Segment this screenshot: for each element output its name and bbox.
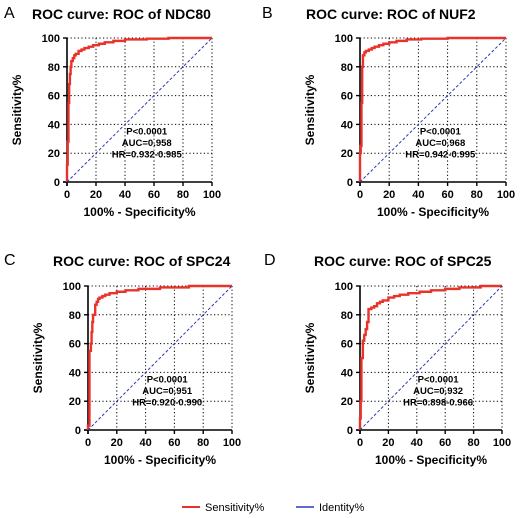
- y-tick-label: 60: [341, 91, 353, 103]
- panel-letter: D: [264, 252, 276, 269]
- panel-title: ROC curve: ROC of SPC25: [314, 253, 492, 269]
- x-tick-label: 100: [493, 437, 511, 449]
- y-tick-label: 100: [42, 33, 60, 45]
- y-tick-label: 0: [54, 177, 60, 189]
- annotation-hr: HR=0.942-0.995: [405, 150, 476, 161]
- figure-legend: Sensitivity% Identity%: [182, 502, 364, 514]
- y-tick-label: 100: [335, 281, 353, 293]
- x-tick-label: 0: [357, 189, 363, 201]
- x-tick-label: 20: [383, 189, 395, 201]
- y-tick-label: 20: [69, 396, 81, 408]
- grid: [67, 37, 213, 182]
- annotation-p-value: P<0.0001: [126, 126, 168, 137]
- y-tick-label: 20: [341, 148, 353, 160]
- y-tick-label: 40: [341, 367, 353, 379]
- y-tick-label: 0: [347, 177, 353, 189]
- x-tick-label: 40: [412, 189, 424, 201]
- y-tick-label: 80: [341, 62, 353, 74]
- x-tick-label: 20: [111, 437, 123, 449]
- x-axis-label: 100% - Specificity%: [104, 453, 216, 467]
- panel-c: C ROC curve: ROC of SPC24 0 20 40 60 80 100 0 20 4…: [4, 252, 241, 467]
- y-axis-label: Sensitivity%: [10, 74, 24, 145]
- annotation-auc: AUC=0.951: [142, 386, 193, 397]
- annotation-auc: AUC=0.968: [415, 138, 465, 149]
- x-tick-label: 0: [85, 437, 91, 449]
- panel-d: D ROC curve: ROC of SPC25 0 20 40 60 80 100 0 20 4…: [264, 252, 511, 467]
- x-tick-label: 60: [148, 189, 160, 201]
- y-axis-label: Sensitivity%: [31, 322, 45, 393]
- sensitivity-curve: [86, 284, 232, 430]
- x-tick-label: 100: [223, 437, 241, 449]
- grid: [360, 285, 503, 430]
- annotation-p-value: P<0.0001: [418, 374, 460, 385]
- x-tick-label: 20: [382, 437, 394, 449]
- annotation-p-value: P<0.0001: [147, 374, 189, 385]
- x-tick-label: 40: [119, 189, 131, 201]
- y-tick-label: 80: [341, 310, 353, 322]
- panels: A ROC curve: ROC of NDC80 0 20 40 60 80 100 0 20 4…: [4, 5, 515, 467]
- identity-line: [359, 285, 503, 431]
- x-tick-label: 40: [139, 437, 151, 449]
- annotation-p-value: P<0.0001: [420, 126, 462, 137]
- x-tick-label: 80: [471, 189, 483, 201]
- y-tick-label: 0: [75, 425, 81, 437]
- y-tick-label: 20: [341, 396, 353, 408]
- panel-title: ROC curve: ROC of NUF2: [306, 6, 476, 22]
- panel-letter: B: [262, 5, 273, 22]
- panel-a: A ROC curve: ROC of NDC80 0 20 40 60 80 100 0 20 4…: [4, 5, 221, 219]
- x-tick-label: 0: [357, 437, 363, 449]
- x-tick-label: 40: [411, 437, 423, 449]
- identity-line: [66, 37, 213, 183]
- y-axis-label: Sensitivity%: [303, 74, 317, 145]
- panel-letter: A: [4, 5, 15, 22]
- x-tick-label: 80: [467, 437, 479, 449]
- x-tick-label: 80: [197, 437, 209, 449]
- annotation-hr: HR=0.898-0.966: [403, 398, 473, 409]
- panel-title: ROC curve: ROC of SPC24: [53, 253, 231, 269]
- x-tick-label: 60: [168, 437, 180, 449]
- annotation-auc: AUC=0.932: [413, 386, 463, 397]
- y-tick-label: 40: [341, 119, 353, 131]
- sensitivity-curve: [358, 36, 506, 182]
- legend-label-sensitivity: Sensitivity%: [205, 502, 265, 514]
- panel-title: ROC curve: ROC of NDC80: [32, 6, 211, 22]
- legend-label-identity: Identity%: [319, 502, 364, 514]
- x-tick-label: 0: [64, 189, 70, 201]
- y-tick-label: 40: [48, 119, 60, 131]
- y-tick-label: 0: [347, 425, 353, 437]
- identity-line: [359, 37, 507, 183]
- annotation-hr: HR=0.920-0.990: [132, 398, 202, 409]
- x-tick-label: 100: [497, 189, 515, 201]
- y-tick-label: 60: [48, 91, 60, 103]
- panel-b: B ROC curve: ROC of NUF2 0 20 40 60 80 100 0 20 40…: [262, 5, 515, 219]
- x-axis-label: 100% - Specificity%: [375, 453, 487, 467]
- panel-letter: C: [4, 252, 16, 269]
- y-tick-label: 60: [341, 339, 353, 351]
- y-tick-label: 60: [69, 339, 81, 351]
- y-axis-label: Sensitivity%: [303, 322, 317, 393]
- y-tick-label: 80: [48, 62, 60, 74]
- x-tick-label: 100: [203, 189, 221, 201]
- sensitivity-curve: [358, 284, 502, 430]
- x-tick-label: 20: [90, 189, 102, 201]
- sensitivity-curve: [65, 36, 212, 182]
- x-axis-label: 100% - Specificity%: [83, 205, 195, 219]
- annotation-auc: AUC=0.958: [122, 138, 172, 149]
- y-tick-label: 100: [63, 281, 81, 293]
- x-tick-label: 80: [177, 189, 189, 201]
- y-tick-label: 100: [335, 33, 353, 45]
- x-axis-label: 100% - Specificity%: [377, 205, 489, 219]
- y-tick-label: 40: [69, 367, 81, 379]
- annotation-hr: HR=0.932-0.985: [112, 150, 183, 161]
- x-tick-label: 60: [439, 437, 451, 449]
- y-tick-label: 20: [48, 148, 60, 160]
- identity-line: [87, 285, 233, 431]
- y-tick-label: 80: [69, 310, 81, 322]
- x-tick-label: 60: [441, 189, 453, 201]
